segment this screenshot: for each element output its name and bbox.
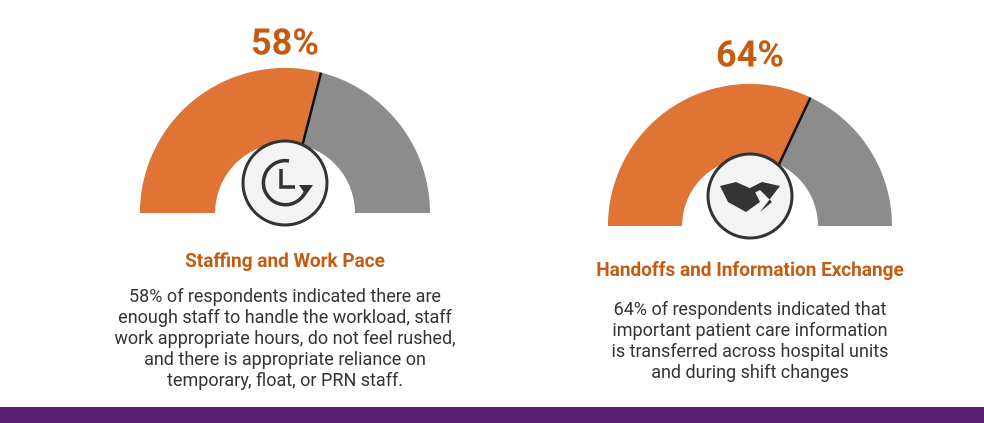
description-line: and during shift changes [651,362,849,383]
value-label: 64% [716,34,784,76]
gauge-divider [301,72,323,146]
clock-icon [261,158,313,207]
description-line: work appropriate hours, do not feel rush… [114,328,455,349]
gauge-value [608,83,811,226]
footer-bar [0,407,984,423]
gauge-divider [777,96,812,166]
gauge-title: Handoffs and Information Exchange [596,258,904,281]
description-line: important patient care information [612,320,887,341]
description-line: is transferred across hospital units [612,341,889,362]
description-line: 58% of respondents indicated there are [129,286,441,307]
clock-hands [279,169,295,189]
icon-circle [241,139,329,227]
gauge-value [140,68,322,213]
gauge-title: Staffing and Work Pace [185,249,385,272]
clock-arrow [299,185,313,195]
clock-ring [261,158,309,207]
description-line: enough staff to handle the workload, sta… [118,307,452,328]
description-line: temporary, float, or PRN staff. [167,370,403,391]
value-label: 58% [251,22,319,64]
description-line: and there is appropriate reliance on [144,349,426,370]
handshake-icon [720,182,780,212]
hand-right [742,182,780,212]
description-line: 64% of respondents indicated that [614,299,887,320]
